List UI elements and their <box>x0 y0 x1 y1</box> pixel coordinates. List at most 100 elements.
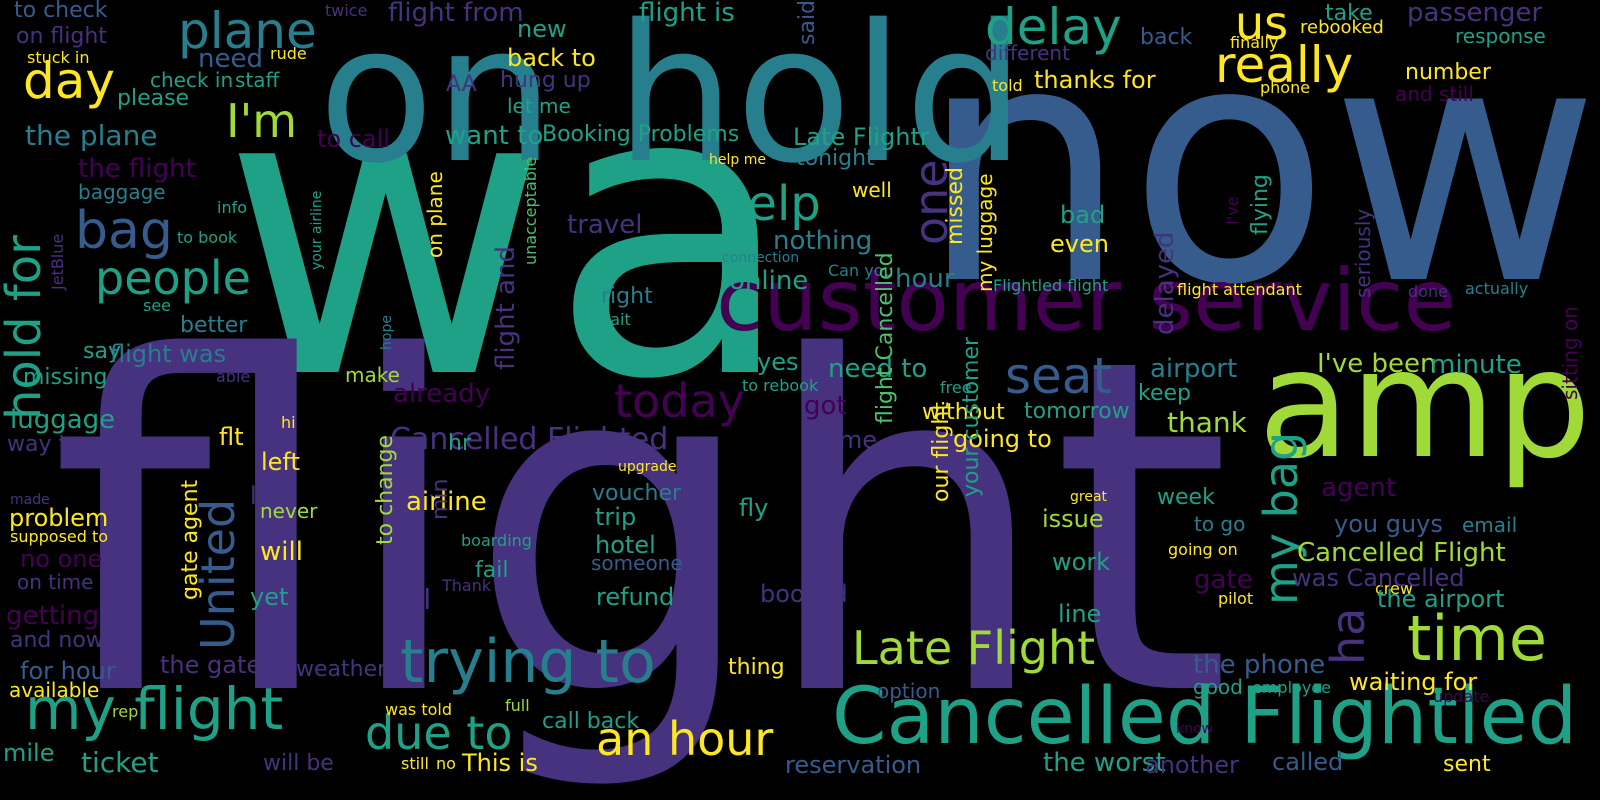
word-tonight: tonight <box>796 146 875 171</box>
word-late-flightr: Late Flightr <box>793 123 930 151</box>
word-issue: issue <box>1042 505 1104 533</box>
word-call: call <box>383 583 432 616</box>
word-cancelled-flight: Cancelled Flight <box>1297 538 1506 568</box>
word-flight-was: flight was <box>110 340 227 368</box>
word-due-to: due to <box>365 706 513 760</box>
word-flight-is: flight is <box>639 0 735 28</box>
word-cancelled-flighted: Cancelled Flighted <box>390 422 669 457</box>
word-yes: yes <box>757 348 799 376</box>
word-thanks-for: thanks for <box>1034 66 1156 94</box>
word-to-book: to book <box>177 228 238 247</box>
word-response: response <box>1455 24 1546 48</box>
word-reservation: reservation <box>785 751 922 779</box>
word-flight-from: flight from <box>388 0 524 28</box>
word-ha: ha <box>1321 607 1375 665</box>
word-will-be: will be <box>263 751 334 776</box>
word-supposed-to: supposed to <box>10 527 109 546</box>
word-to-go: to go <box>1194 512 1246 536</box>
word-problem: problem <box>9 504 109 532</box>
word-the-airport: the airport <box>1377 585 1505 613</box>
word-help: help <box>717 176 821 232</box>
word-option: option <box>877 679 941 703</box>
word-way-to: way to <box>7 432 81 457</box>
word-customer-service: customer service <box>716 251 1457 351</box>
word-i-ve: I've <box>1223 196 1242 225</box>
word-pilot: pilot <box>1218 589 1254 608</box>
word-no-one: no one <box>20 545 103 573</box>
word-finally: finally <box>1230 33 1279 52</box>
word-my-flight: my flight <box>25 675 284 743</box>
word-thing: thing <box>728 655 785 680</box>
word-really: really <box>1215 36 1354 94</box>
word-baggage: baggage <box>78 180 166 204</box>
word-trip: trip <box>595 503 637 531</box>
word-jetblue: JetBlue <box>48 233 67 290</box>
word-right: right <box>601 284 653 309</box>
word-our-flight: our flight <box>929 402 954 502</box>
word-update: update <box>1433 687 1490 706</box>
word-told: told <box>992 76 1023 95</box>
word-better: better <box>180 313 248 338</box>
word-booked: booked <box>760 580 848 608</box>
word-stuck-in: stuck in <box>27 48 90 67</box>
word-please: please <box>117 86 190 111</box>
word-help-me: help me <box>709 152 766 168</box>
word-need: need <box>198 44 263 74</box>
word-full: full <box>505 696 530 715</box>
word-trying-to: trying to <box>400 627 656 697</box>
word-said: said <box>795 0 820 46</box>
word-sent: sent <box>1443 752 1491 777</box>
word-want-to: want to <box>445 121 544 151</box>
word-aa: AA <box>446 72 477 97</box>
word-without: without <box>922 400 1005 425</box>
word-the-flight: the flight <box>78 154 196 184</box>
word-min: min <box>428 478 453 521</box>
word-number: number <box>1405 60 1491 85</box>
word-free: free <box>940 378 972 397</box>
word-on-time: on time <box>17 570 94 594</box>
word-airline: airline <box>406 487 487 517</box>
word-able-to: able to <box>216 367 272 386</box>
word-twice: twice <box>325 1 368 20</box>
word-wa: wa <box>222 2 795 467</box>
word-online: online <box>729 266 809 296</box>
word-on-hold: on hold <box>318 0 1026 205</box>
word-booking-problems: Booking Problems <box>542 122 740 147</box>
word-unacceptable: unacceptable <box>521 156 540 265</box>
word-getting: getting <box>6 601 100 631</box>
word-flight: flight <box>50 262 1232 797</box>
word-say: say <box>83 339 121 364</box>
word-was-cancelled: was Cancelled <box>1292 564 1465 592</box>
word-us: us <box>1235 0 1289 50</box>
word-great: great <box>1070 489 1108 505</box>
word-tomorrow: tomorrow <box>1024 399 1130 424</box>
word-people: people <box>95 251 251 305</box>
word-delay: delay <box>985 0 1122 56</box>
word-hope: hope <box>379 315 395 350</box>
word-hold-for: hold for <box>0 235 52 420</box>
word-flight-attendant: flight attendant <box>1177 280 1302 299</box>
word-i-m: I'm <box>226 94 298 148</box>
word-staff: staff <box>235 68 280 92</box>
word-seat: seat <box>1005 347 1113 405</box>
word-different: different <box>985 41 1070 65</box>
word-gate-agent: gate agent <box>178 479 203 600</box>
word-upgrade: upgrade <box>618 459 677 475</box>
word-can-you: Can you <box>828 261 894 280</box>
word-back-to: back to <box>507 44 596 72</box>
word-got: got <box>804 391 847 421</box>
word-call-back: call back <box>542 709 640 734</box>
word-and-still: and still <box>1395 82 1474 106</box>
word-plane: plane <box>178 2 317 60</box>
word-your-airline: your airline <box>309 190 325 270</box>
word-new: new <box>517 15 567 43</box>
word-work: work <box>1052 548 1111 576</box>
word-to-change: to change <box>373 434 398 545</box>
word-take: take <box>1325 1 1373 26</box>
word-going-on: going on <box>1168 540 1238 559</box>
word-know: know <box>1176 721 1213 737</box>
word-email: email <box>1462 513 1518 537</box>
word-connection: connection <box>722 250 800 266</box>
word-flight-and: flight and <box>491 246 521 370</box>
word-delayed: delayed <box>1150 231 1180 335</box>
